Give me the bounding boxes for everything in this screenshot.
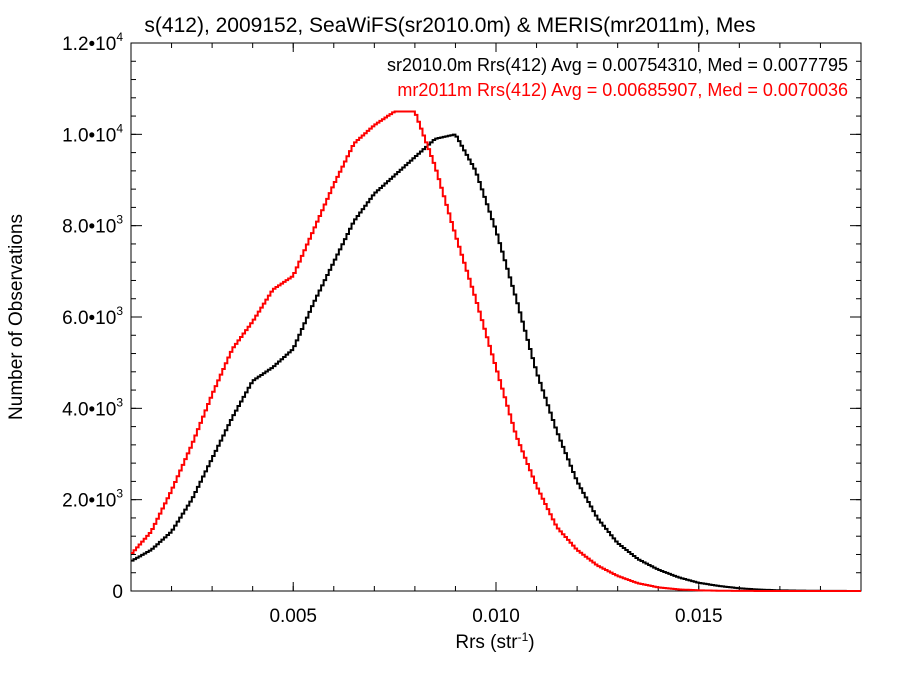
y-tick-mantissa: 2.0•10 [62, 491, 116, 512]
y-tick-mantissa: 4.0•10 [62, 399, 116, 420]
y-tick-label: 2.0•103 [62, 487, 123, 512]
x-axis-label-exponent: -1 [518, 630, 529, 644]
y-tick-label: 1.2•104 [62, 30, 123, 55]
x-axis: 0.005 0.010 0.015 [130, 43, 862, 627]
y-tick-exponent: 4 [116, 30, 123, 44]
y-axis: 02.0•1034.0•1036.0•1038.0•1031.0•1041.2•… [62, 30, 861, 603]
y-tick-label: 1.0•104 [62, 121, 123, 146]
y-tick-exponent: 4 [116, 121, 123, 135]
y-tick-exponent: 3 [116, 304, 123, 318]
legend-entry-sr2010: sr2010.0m Rrs(412) Avg = 0.00754310, Med… [387, 55, 848, 75]
chart-title: s(412), 2009152, SeaWiFS(sr2010.0m) & ME… [144, 14, 755, 37]
y-tick-exponent: 3 [116, 487, 123, 501]
x-axis-label-close: ) [528, 632, 534, 653]
y-tick-label: 0 [112, 582, 123, 603]
x-tick-label: 0.015 [675, 606, 723, 627]
y-tick-label: 6.0•103 [62, 304, 123, 329]
legend-entry-mr2011: mr2011m Rrs(412) Avg = 0.00685907, Med =… [397, 80, 848, 100]
y-tick-label: 4.0•103 [62, 395, 123, 420]
y-tick-mantissa: 6.0•10 [62, 308, 116, 329]
x-tick-label: 0.010 [472, 606, 520, 627]
y-axis-label: Number of Observations [6, 214, 27, 420]
series-line-mr2011m [131, 110, 861, 592]
plot-frame [130, 42, 862, 592]
y-tick-label: 8.0•103 [62, 213, 123, 238]
y-tick-exponent: 3 [116, 213, 123, 227]
y-tick-exponent: 3 [116, 395, 123, 409]
y-tick-mantissa: 8.0•10 [62, 217, 116, 238]
x-axis-label: Rrs (str-1) [455, 630, 534, 653]
y-tick-mantissa: 1.2•10 [62, 34, 116, 55]
series-group [131, 110, 861, 592]
y-tick-mantissa: 0 [112, 582, 123, 603]
x-axis-label-text: Rrs (str [455, 632, 518, 653]
x-tick-label: 0.005 [269, 606, 317, 627]
y-tick-mantissa: 1.0•10 [62, 125, 116, 146]
series-line-sr2010-0m [131, 133, 861, 592]
